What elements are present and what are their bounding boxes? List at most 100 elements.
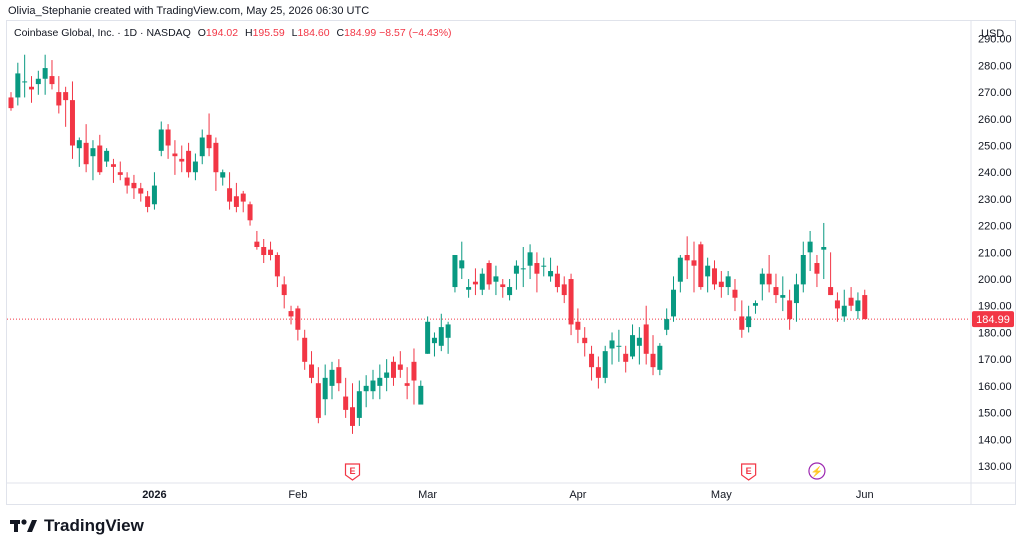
candle-body[interactable] — [438, 327, 444, 346]
tradingview-logo[interactable]: TradingView — [10, 516, 144, 536]
candle-body[interactable] — [186, 150, 192, 173]
candle-body[interactable] — [315, 383, 321, 418]
candle-body[interactable] — [643, 324, 649, 354]
candle-body[interactable] — [664, 319, 670, 330]
candle-body[interactable] — [69, 100, 75, 146]
candle-body[interactable] — [151, 185, 157, 205]
earnings-marker-icon[interactable] — [344, 463, 361, 481]
candle-body[interactable] — [787, 300, 793, 320]
candle-body[interactable] — [247, 204, 253, 221]
candle-body[interactable] — [848, 297, 854, 306]
candle-body[interactable] — [343, 396, 349, 410]
candle-body[interactable] — [752, 303, 758, 306]
candle-body[interactable] — [83, 142, 89, 165]
candle-body[interactable] — [657, 345, 663, 370]
candle-body[interactable] — [636, 337, 642, 346]
candle-body[interactable] — [76, 140, 82, 149]
candle-body[interactable] — [8, 97, 14, 109]
candle-body[interactable] — [732, 289, 738, 298]
candle-body[interactable] — [302, 337, 308, 362]
candle-body[interactable] — [459, 260, 465, 269]
candle-body[interactable] — [117, 172, 123, 175]
candle-body[interactable] — [534, 263, 540, 274]
candle-body[interactable] — [356, 391, 362, 418]
candle-body[interactable] — [28, 86, 34, 90]
candle-body[interactable] — [49, 76, 55, 85]
candle-body[interactable] — [42, 68, 48, 79]
candle-body[interactable] — [711, 268, 717, 285]
candle-body[interactable] — [486, 263, 492, 285]
candle-body[interactable] — [452, 255, 458, 288]
candle-body[interactable] — [213, 142, 219, 173]
candle-body[interactable] — [240, 193, 246, 202]
candle-body[interactable] — [780, 295, 786, 298]
candle-body[interactable] — [609, 340, 615, 349]
candle-body[interactable] — [97, 145, 103, 173]
candle-body[interactable] — [63, 92, 69, 101]
candle-body[interactable] — [192, 161, 198, 173]
candle-body[interactable] — [718, 281, 724, 288]
candle-body[interactable] — [309, 364, 315, 378]
candle-body[interactable] — [90, 148, 96, 157]
candle-body[interactable] — [630, 335, 636, 357]
candle-body[interactable] — [800, 255, 806, 285]
candle-body[interactable] — [131, 182, 137, 189]
candle-body[interactable] — [227, 188, 233, 202]
candle-body[interactable] — [705, 265, 711, 277]
candle-body[interactable] — [862, 295, 868, 320]
candle-body[interactable] — [35, 78, 41, 85]
candle-body[interactable] — [725, 276, 731, 288]
candle-body[interactable] — [507, 287, 513, 296]
candle-body[interactable] — [527, 252, 533, 266]
candle-body[interactable] — [104, 150, 110, 162]
candle-body[interactable] — [138, 188, 144, 194]
candle-body[interactable] — [493, 276, 499, 282]
candle-body[interactable] — [336, 367, 342, 384]
candle-body[interactable] — [855, 300, 861, 312]
candle-body[interactable] — [261, 246, 267, 256]
candle-body[interactable] — [677, 257, 683, 282]
candle-body[interactable] — [329, 369, 335, 386]
candle-body[interactable] — [165, 129, 171, 146]
candle-body[interactable] — [281, 284, 287, 296]
candle-body[interactable] — [466, 287, 472, 290]
candle-body[interactable] — [145, 196, 151, 207]
candle-body[interactable] — [220, 172, 226, 178]
candle-body[interactable] — [268, 249, 274, 256]
candle-body[interactable] — [623, 353, 629, 362]
event-marker-icon[interactable] — [808, 462, 826, 480]
candle-body[interactable] — [698, 244, 704, 288]
candle-body[interactable] — [288, 311, 294, 317]
candle-body[interactable] — [254, 241, 260, 247]
candle-body[interactable] — [445, 324, 451, 338]
candle-body[interactable] — [110, 164, 116, 167]
candle-body[interactable] — [390, 361, 396, 378]
candle-body[interactable] — [589, 353, 595, 368]
candle-body[interactable] — [397, 364, 403, 370]
candle-body[interactable] — [841, 305, 847, 317]
candle-body[interactable] — [22, 81, 28, 83]
candle-body[interactable] — [759, 273, 765, 285]
candle-body[interactable] — [650, 353, 656, 368]
candle-body[interactable] — [500, 284, 506, 288]
candle-body[interactable] — [370, 380, 376, 392]
candle-body[interactable] — [541, 265, 547, 267]
candle-body[interactable] — [834, 300, 840, 309]
candle-body[interactable] — [739, 316, 745, 330]
candle-body[interactable] — [411, 361, 417, 381]
candle-body[interactable] — [472, 281, 478, 285]
candle-body[interactable] — [377, 377, 383, 386]
candle-body[interactable] — [548, 271, 554, 277]
candle-body[interactable] — [575, 321, 581, 330]
candle-body[interactable] — [766, 273, 772, 285]
candle-body[interactable] — [554, 273, 560, 288]
candle-body[interactable] — [363, 385, 369, 392]
candle-body[interactable] — [418, 385, 424, 405]
candle-body[interactable] — [595, 367, 601, 378]
candle-body[interactable] — [807, 241, 813, 253]
candle-body[interactable] — [295, 308, 301, 330]
candle-body[interactable] — [602, 351, 608, 378]
candle-body[interactable] — [684, 255, 690, 261]
candle-body[interactable] — [513, 265, 519, 274]
